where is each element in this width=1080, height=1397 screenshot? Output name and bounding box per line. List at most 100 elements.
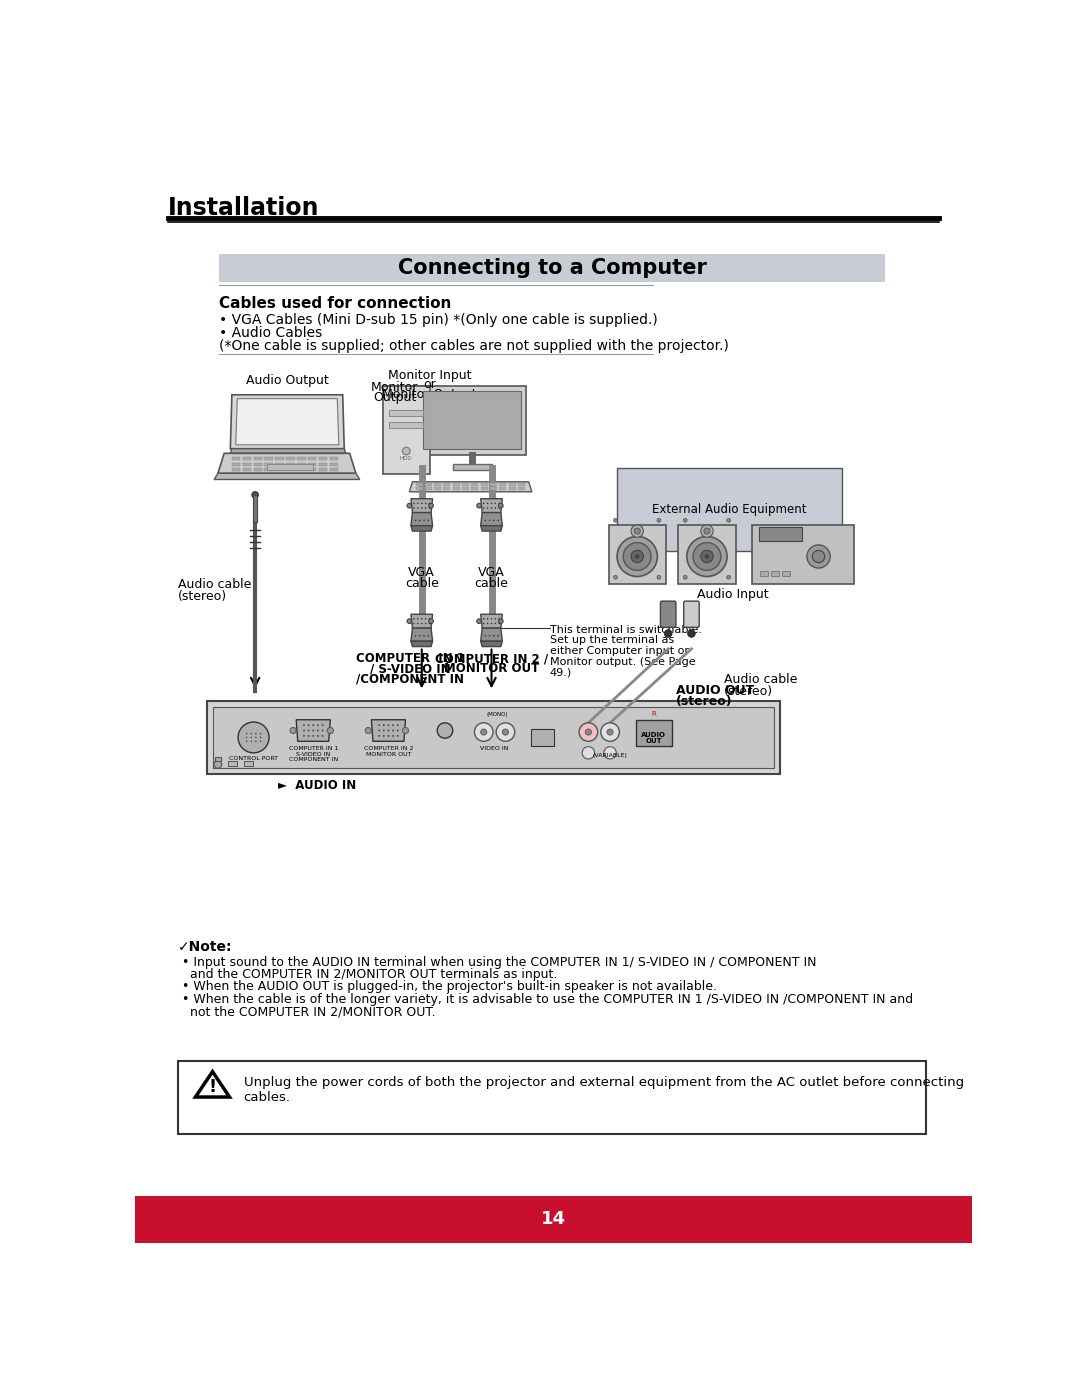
Circle shape xyxy=(502,729,509,735)
Circle shape xyxy=(388,735,390,736)
FancyBboxPatch shape xyxy=(771,571,779,576)
FancyBboxPatch shape xyxy=(462,483,469,486)
FancyBboxPatch shape xyxy=(517,488,525,489)
FancyBboxPatch shape xyxy=(254,457,262,460)
Circle shape xyxy=(688,630,696,637)
Circle shape xyxy=(396,735,399,736)
Polygon shape xyxy=(230,448,346,453)
FancyBboxPatch shape xyxy=(319,468,327,471)
Polygon shape xyxy=(410,615,433,629)
Circle shape xyxy=(579,722,597,742)
Circle shape xyxy=(490,617,492,620)
Circle shape xyxy=(382,729,384,732)
FancyBboxPatch shape xyxy=(490,483,497,486)
FancyBboxPatch shape xyxy=(481,488,488,489)
Circle shape xyxy=(634,528,640,534)
FancyBboxPatch shape xyxy=(135,1196,972,1243)
Text: Cables used for connection: Cables used for connection xyxy=(218,296,451,312)
Circle shape xyxy=(631,550,644,563)
Circle shape xyxy=(312,735,314,736)
Circle shape xyxy=(812,550,825,563)
Circle shape xyxy=(378,729,380,732)
Circle shape xyxy=(607,729,613,735)
Circle shape xyxy=(429,619,433,623)
Circle shape xyxy=(481,729,487,735)
Circle shape xyxy=(727,518,730,522)
Text: Unplug the power cords of both the projector and external equipment from the AC : Unplug the power cords of both the proje… xyxy=(243,1076,963,1088)
Circle shape xyxy=(246,736,247,738)
Circle shape xyxy=(392,729,394,732)
Polygon shape xyxy=(423,391,521,450)
FancyBboxPatch shape xyxy=(424,483,432,486)
Circle shape xyxy=(701,550,713,563)
FancyBboxPatch shape xyxy=(207,701,780,774)
Circle shape xyxy=(407,503,411,509)
FancyBboxPatch shape xyxy=(218,254,886,282)
Text: 49.): 49.) xyxy=(550,668,572,678)
Text: R: R xyxy=(652,711,657,717)
Circle shape xyxy=(312,724,314,726)
Text: (stereo): (stereo) xyxy=(177,590,227,604)
Circle shape xyxy=(429,507,430,509)
Circle shape xyxy=(316,735,319,736)
Text: VGA: VGA xyxy=(408,566,435,580)
Circle shape xyxy=(483,617,485,620)
FancyBboxPatch shape xyxy=(453,464,491,471)
Circle shape xyxy=(388,724,390,726)
Polygon shape xyxy=(410,629,433,641)
FancyBboxPatch shape xyxy=(329,468,338,471)
FancyBboxPatch shape xyxy=(267,464,313,471)
FancyBboxPatch shape xyxy=(517,483,525,486)
Text: S-VIDEO IN: S-VIDEO IN xyxy=(296,752,330,757)
Text: cable: cable xyxy=(405,577,438,590)
Text: Connecting to a Computer: Connecting to a Computer xyxy=(397,257,706,278)
Circle shape xyxy=(499,503,500,504)
Polygon shape xyxy=(481,641,502,647)
Circle shape xyxy=(495,623,496,624)
Text: Set up the terminal as: Set up the terminal as xyxy=(550,636,674,645)
Circle shape xyxy=(415,520,416,521)
FancyBboxPatch shape xyxy=(319,457,327,460)
Circle shape xyxy=(499,623,500,624)
Text: COMPONENT IN: COMPONENT IN xyxy=(288,757,338,763)
Polygon shape xyxy=(481,615,502,629)
FancyBboxPatch shape xyxy=(275,457,284,460)
Circle shape xyxy=(429,503,430,504)
Circle shape xyxy=(623,542,651,570)
Circle shape xyxy=(474,722,494,742)
FancyBboxPatch shape xyxy=(531,729,554,746)
Circle shape xyxy=(604,746,617,759)
Circle shape xyxy=(495,507,496,509)
Text: ✓Note:: ✓Note: xyxy=(177,940,232,954)
Circle shape xyxy=(483,507,485,509)
FancyBboxPatch shape xyxy=(434,488,441,489)
Circle shape xyxy=(476,503,482,509)
Circle shape xyxy=(424,617,427,620)
Circle shape xyxy=(437,722,453,738)
FancyBboxPatch shape xyxy=(453,483,460,486)
FancyBboxPatch shape xyxy=(389,422,423,427)
FancyBboxPatch shape xyxy=(286,457,295,460)
Circle shape xyxy=(664,630,672,637)
FancyBboxPatch shape xyxy=(661,601,676,627)
Circle shape xyxy=(378,735,380,736)
Circle shape xyxy=(487,503,488,504)
Circle shape xyxy=(303,729,305,732)
Circle shape xyxy=(600,722,619,742)
Text: VIDEO IN: VIDEO IN xyxy=(481,746,509,752)
Circle shape xyxy=(403,447,410,455)
Circle shape xyxy=(701,525,713,538)
Circle shape xyxy=(421,617,422,620)
Circle shape xyxy=(429,617,430,620)
Text: Audio Input: Audio Input xyxy=(698,588,769,601)
Circle shape xyxy=(252,492,258,497)
Circle shape xyxy=(322,735,324,736)
Circle shape xyxy=(382,724,384,726)
Circle shape xyxy=(489,520,490,521)
Circle shape xyxy=(421,503,422,504)
Text: cable: cable xyxy=(474,577,509,590)
Circle shape xyxy=(308,729,310,732)
Circle shape xyxy=(327,728,334,733)
Circle shape xyxy=(419,636,420,637)
Polygon shape xyxy=(296,719,330,742)
